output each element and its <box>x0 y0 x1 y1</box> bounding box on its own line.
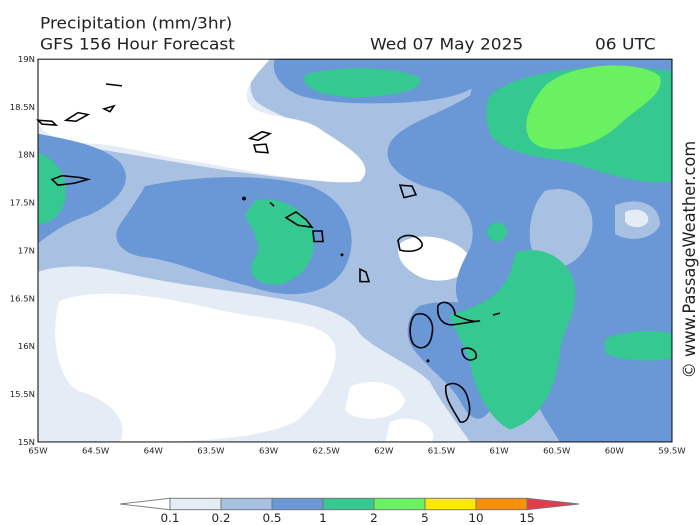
precip-area <box>529 189 660 268</box>
legend-label: 2 <box>370 511 378 525</box>
dry-area <box>55 293 336 442</box>
lon-label: 63.5W <box>197 446 224 456</box>
lon-label: 61.5W <box>428 446 455 456</box>
model: GFS 156 Hour Forecast <box>40 35 235 54</box>
precip-field <box>38 59 672 442</box>
precip-area <box>245 199 314 285</box>
island <box>409 301 481 349</box>
island <box>242 196 246 201</box>
dry-area <box>38 59 366 183</box>
precip-area <box>450 250 576 430</box>
lon-label: 62W <box>374 446 393 456</box>
legend-label: 0.1 <box>160 511 179 525</box>
lat-label: 18N <box>18 150 35 160</box>
legend: 0.1 0.2 0.5 1 2 5 10 15 <box>119 497 580 525</box>
legend-label: 0.5 <box>262 511 281 525</box>
lat-label: 18.5N <box>10 102 35 112</box>
precip-area <box>38 152 66 225</box>
map-frame <box>37 58 673 443</box>
lon-label: 64.5W <box>82 446 109 456</box>
lat-label: 19N <box>18 54 35 64</box>
legend-swatch <box>475 497 528 511</box>
lat-label: 16N <box>18 341 35 351</box>
legend-label: 10 <box>468 511 483 525</box>
precip-area <box>526 65 661 150</box>
island <box>359 267 371 283</box>
island <box>35 119 59 126</box>
island <box>105 83 123 87</box>
date: Wed 07 May 2025 <box>370 35 523 54</box>
time: 06 UTC <box>595 35 656 54</box>
precip-area <box>304 68 421 98</box>
legend-swatch <box>220 497 273 511</box>
lat-label: 15N <box>18 437 35 447</box>
island <box>492 312 501 316</box>
lat-label: 15.5N <box>10 389 35 399</box>
islands <box>35 83 501 423</box>
legend-swatch <box>424 497 477 511</box>
lon-label: 63W <box>259 446 278 456</box>
legend-high <box>526 497 580 511</box>
island <box>312 230 324 243</box>
legend-label: 1 <box>319 511 327 525</box>
legend-swatch <box>322 497 375 511</box>
island <box>50 174 92 186</box>
island <box>340 253 344 257</box>
island <box>397 234 423 252</box>
precip-area <box>38 133 126 244</box>
legend-label: 15 <box>519 511 534 525</box>
island <box>247 130 273 154</box>
legend-low <box>119 497 171 511</box>
dry-area <box>345 381 434 442</box>
lat-label: 17.5N <box>10 198 35 208</box>
lat-label: 17N <box>18 246 35 256</box>
lon-label: 65W <box>28 446 47 456</box>
lat-label: 16.5N <box>10 293 35 303</box>
lon-label: 59.5W <box>658 446 685 456</box>
lon-label: 61W <box>489 446 508 456</box>
legend-swatch <box>271 497 324 511</box>
island <box>398 184 418 199</box>
precip-area <box>487 222 507 242</box>
lon-label: 62.5W <box>313 446 340 456</box>
lon-label: 64W <box>144 446 163 456</box>
island <box>461 347 478 361</box>
legend-label: 0.2 <box>211 511 230 525</box>
island <box>63 104 116 123</box>
island <box>269 201 314 229</box>
island <box>444 382 471 423</box>
legend-swatch <box>373 497 426 511</box>
precip-area <box>605 330 672 361</box>
legend-swatch <box>169 497 222 511</box>
precip-area <box>625 209 649 228</box>
lon-label: 60W <box>605 446 624 456</box>
credit: © www.PassageWeather.com <box>680 141 699 379</box>
title: Precipitation (mm/3hr) <box>40 14 232 33</box>
lon-label: 60.5W <box>543 446 570 456</box>
island <box>426 359 430 363</box>
legend-label: 5 <box>421 511 429 525</box>
dry-area <box>398 236 471 281</box>
